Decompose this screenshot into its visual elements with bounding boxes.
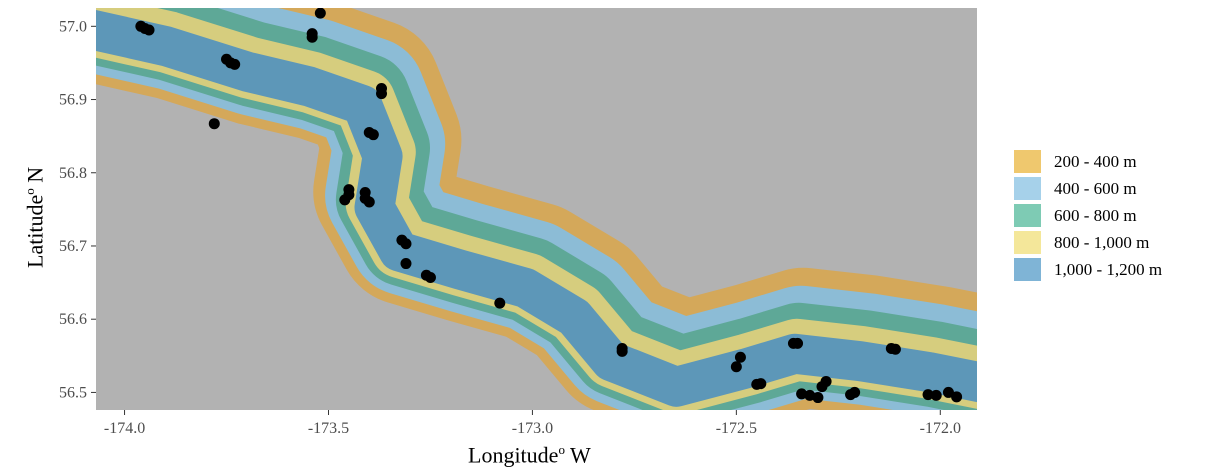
y-tick-label: 56.6: [59, 311, 87, 328]
depth-band: [96, 9, 977, 407]
y-axis-title: Latitudeo N: [22, 166, 48, 268]
legend-label: 1,000 - 1,200 m: [1054, 259, 1163, 279]
y-tick-label: 56.5: [59, 384, 87, 401]
survey-points: [135, 8, 963, 404]
x-tick-label: -172.5: [716, 420, 757, 437]
legend-item: 200 - 400 m: [1014, 148, 1162, 175]
survey-point: [942, 386, 954, 398]
survey-point: [930, 389, 942, 401]
legend-label: 200 - 400 m: [1054, 151, 1137, 171]
survey-point: [812, 392, 824, 404]
survey-point: [400, 238, 412, 250]
legend-label: 800 - 1,000 m: [1054, 232, 1150, 252]
survey-point: [376, 88, 388, 100]
legend-item: 800 - 1,000 m: [1014, 229, 1162, 256]
x-tick-label: -174.0: [104, 420, 145, 437]
survey-point: [755, 378, 767, 390]
survey-point: [229, 58, 241, 70]
x-tick-label: -173.5: [308, 420, 349, 437]
legend-item: 600 - 800 m: [1014, 202, 1162, 229]
survey-point: [730, 361, 742, 373]
y-tick-label: 56.9: [59, 92, 87, 109]
survey-point: [889, 343, 901, 355]
survey-point: [849, 386, 861, 398]
x-axis-title: Longitudeo W: [468, 442, 591, 468]
survey-point: [820, 375, 832, 387]
survey-point: [951, 391, 963, 403]
survey-point: [306, 31, 318, 43]
survey-point: [367, 129, 379, 141]
x-axis-ticks: -174.0 -173.5 -173.0 -172.5 -172.0: [104, 410, 961, 437]
legend-swatch: [1014, 177, 1041, 200]
legend-swatch: [1014, 258, 1041, 281]
survey-point: [792, 337, 804, 349]
survey-point: [339, 194, 351, 206]
survey-point: [400, 258, 412, 270]
survey-point: [143, 24, 155, 36]
depth-legend: 200 - 400 m 400 - 600 m 600 - 800 m 800 …: [1014, 148, 1162, 283]
legend-item: 400 - 600 m: [1014, 175, 1162, 202]
y-tick-label: 56.8: [59, 165, 87, 182]
x-tick-label: -172.0: [920, 420, 961, 437]
survey-point: [208, 118, 220, 130]
survey-point: [616, 345, 628, 357]
survey-point: [314, 8, 326, 19]
survey-point: [922, 389, 934, 401]
depth-contour-bands: [96, 8, 977, 410]
survey-point: [363, 196, 375, 208]
legend-label: 400 - 600 m: [1054, 178, 1137, 198]
legend-swatch: [1014, 150, 1041, 173]
y-axis-ticks: 56.5 56.6 56.7 56.8 56.9 57.0: [59, 18, 96, 401]
survey-point: [734, 351, 746, 363]
legend-swatch: [1014, 204, 1041, 227]
y-tick-label: 57.0: [59, 18, 87, 35]
survey-point: [494, 297, 506, 309]
legend-item: 1,000 - 1,200 m: [1014, 256, 1162, 283]
survey-point: [424, 271, 436, 283]
legend-swatch: [1014, 231, 1041, 254]
survey-point: [796, 388, 808, 400]
x-tick-label: -173.0: [512, 420, 553, 437]
legend-label: 600 - 800 m: [1054, 205, 1137, 225]
y-tick-label: 56.7: [59, 238, 87, 255]
